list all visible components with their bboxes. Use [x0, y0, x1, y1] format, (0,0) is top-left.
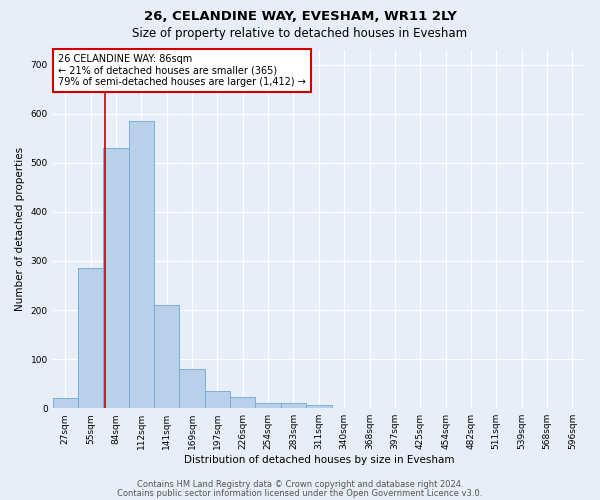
- Text: 26, CELANDINE WAY, EVESHAM, WR11 2LY: 26, CELANDINE WAY, EVESHAM, WR11 2LY: [143, 10, 457, 23]
- Bar: [205, 391, 230, 408]
- Bar: [53, 398, 78, 408]
- Bar: [230, 398, 256, 408]
- Bar: [179, 369, 205, 408]
- Text: 26 CELANDINE WAY: 86sqm
← 21% of detached houses are smaller (365)
79% of semi-d: 26 CELANDINE WAY: 86sqm ← 21% of detache…: [58, 54, 306, 87]
- Text: Contains HM Land Registry data © Crown copyright and database right 2024.: Contains HM Land Registry data © Crown c…: [137, 480, 463, 489]
- Bar: [306, 405, 332, 408]
- Bar: [256, 404, 281, 408]
- Bar: [78, 268, 103, 408]
- Bar: [129, 121, 154, 408]
- Bar: [154, 305, 179, 408]
- Text: Size of property relative to detached houses in Evesham: Size of property relative to detached ho…: [133, 28, 467, 40]
- Bar: [103, 148, 129, 408]
- Y-axis label: Number of detached properties: Number of detached properties: [15, 147, 25, 311]
- Bar: [281, 404, 306, 408]
- X-axis label: Distribution of detached houses by size in Evesham: Distribution of detached houses by size …: [184, 455, 454, 465]
- Text: Contains public sector information licensed under the Open Government Licence v3: Contains public sector information licen…: [118, 488, 482, 498]
